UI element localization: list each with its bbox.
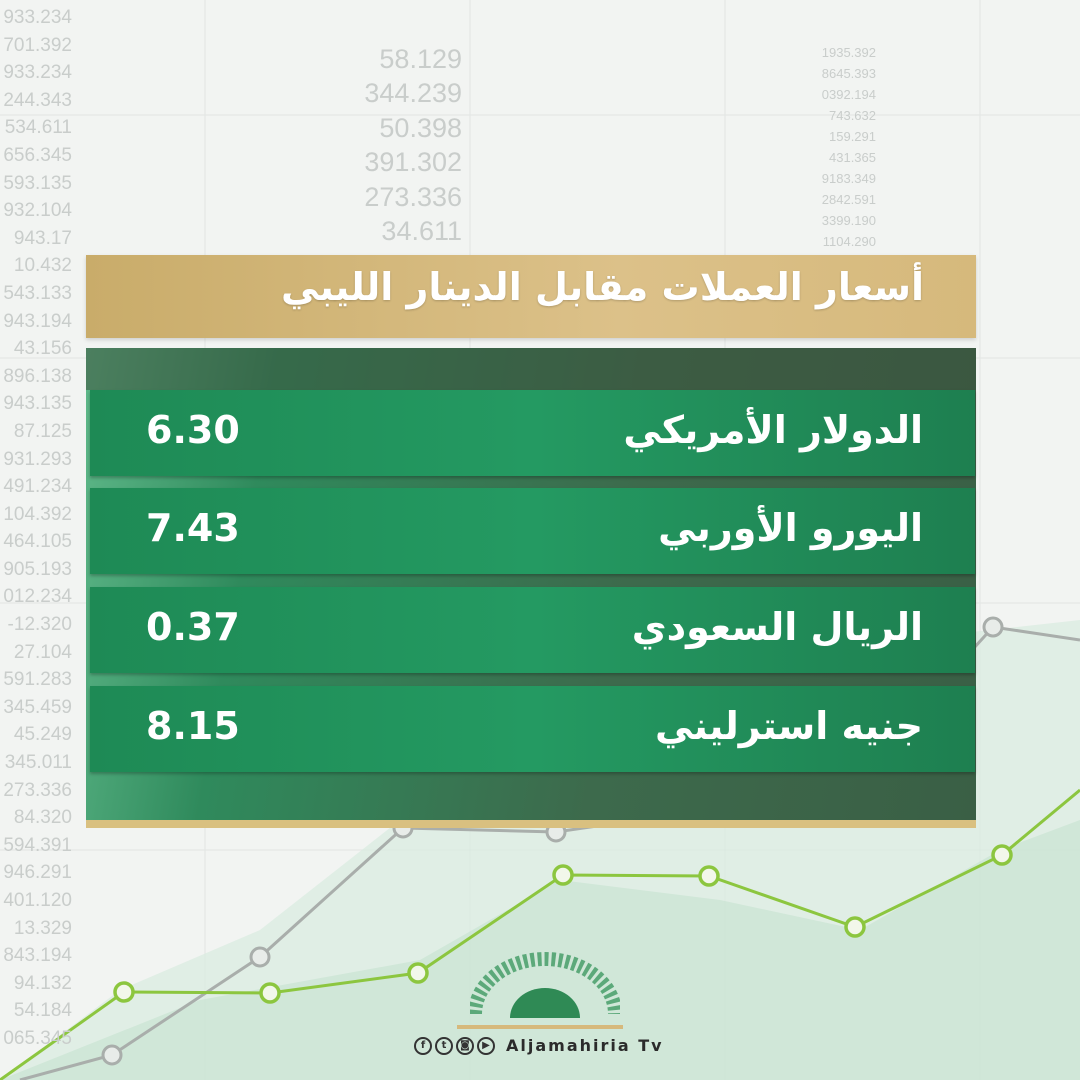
background-number: 8645.393: [821, 66, 876, 81]
currency-value: 8.15: [146, 704, 240, 748]
background-number: 534.611: [4, 117, 72, 139]
background-number: 344.239: [364, 78, 462, 109]
background-numbers-middle: 58.129 344.239 50.398 391.302 273.336 34.611: [330, 42, 462, 248]
background-number: 401.120: [3, 890, 72, 911]
background-number: 87.125: [13, 420, 72, 442]
background-number: 58.129: [379, 44, 462, 74]
rate-row-usd: الدولار الأمريكي 6.30: [90, 390, 975, 476]
background-number: 27.104: [13, 641, 72, 663]
page-title: أسعار العملات مقابل الدينار الليبي: [281, 265, 924, 309]
chart-point: [249, 946, 271, 968]
youtube-icon[interactable]: ▶: [477, 1036, 495, 1055]
chart-point: [698, 865, 720, 887]
background-number: 591.283: [3, 669, 72, 691]
panel-top-strip: [86, 348, 976, 390]
chart-point: [113, 981, 135, 1003]
twitter-icon[interactable]: t: [435, 1036, 453, 1055]
footer-divider: [457, 1025, 623, 1029]
facebook-icon[interactable]: f: [414, 1036, 432, 1055]
background-number: 104.392: [3, 503, 72, 525]
background-number: 34.611: [381, 216, 462, 247]
background-number: 50.398: [379, 112, 462, 143]
background-number: 905.193: [3, 558, 72, 580]
background-number: 0392.194: [821, 87, 876, 102]
currency-name: جنيه استرليني: [655, 704, 923, 748]
channel-logo: [470, 952, 620, 1018]
rate-row-sar: الريال السعودي 0.37: [90, 587, 975, 673]
background-number: 431.365: [829, 150, 876, 165]
background-number: 932.104: [3, 200, 72, 222]
background-number: 2842.591: [821, 192, 876, 207]
background-number: 464.105: [3, 531, 72, 553]
background-numbers-left: 933.234 701.392 933.234 244.343 534.611 656.3…: [0, 4, 72, 1053]
background-number: -12.320: [7, 614, 72, 636]
background-number: 012.234: [3, 586, 72, 608]
background-number: 244.343: [3, 89, 72, 111]
background-number: 9183.349: [821, 171, 876, 186]
chart-point: [407, 962, 429, 984]
background-number: 065.345: [3, 1027, 72, 1049]
background-number: 391.302: [364, 147, 462, 178]
background-numbers-right: 1935.392 8645.393 0392.194 743.632 159.291 43…: [760, 42, 876, 252]
background-number: 273.336: [364, 181, 462, 212]
chart-point: [991, 844, 1013, 866]
chart-point: [982, 616, 1004, 638]
background-number: 3399.190: [821, 213, 876, 228]
background-number: 931.293: [3, 448, 72, 470]
background-number: 933.234: [3, 7, 72, 28]
background-number: 43.156: [13, 338, 72, 360]
background-number: 946.291: [3, 862, 72, 884]
background-number: 933.234: [3, 62, 72, 84]
brand-name: Aljamahiria Tv: [506, 1036, 664, 1055]
background-number: 13.329: [13, 917, 72, 939]
background-number: 543.133: [3, 282, 72, 304]
background-number: 701.392: [3, 34, 72, 56]
background-number: 94.132: [13, 972, 72, 994]
rate-row-eur: اليورو الأوربي 7.43: [90, 488, 975, 574]
background-number: 45.249: [13, 724, 72, 746]
chart-point: [552, 864, 574, 886]
background-number: 843.194: [3, 945, 72, 967]
background-number: 896.138: [3, 365, 72, 387]
background-number: 656.345: [3, 144, 72, 166]
background-number: 943.135: [3, 393, 72, 415]
background-number: 943.194: [3, 310, 72, 332]
chart-point: [844, 916, 866, 938]
background-number: 84.320: [13, 807, 72, 829]
chart-point: [259, 982, 281, 1004]
background-number: 1104.290: [822, 234, 876, 249]
background-number: 593.135: [3, 172, 72, 194]
background-number: 1935.392: [821, 45, 876, 60]
background-number: 54.184: [13, 1000, 72, 1022]
instagram-icon[interactable]: ◙: [456, 1036, 474, 1055]
currency-value: 0.37: [146, 605, 240, 649]
currency-name: الدولار الأمريكي: [623, 408, 923, 452]
background-number: 10.432: [13, 255, 72, 277]
rates-panel: الدولار الأمريكي 6.30 اليورو الأوربي 7.4…: [86, 348, 976, 828]
background-number: 345.011: [4, 752, 72, 774]
background-number: 345.459: [3, 696, 72, 718]
currency-name: اليورو الأوربي: [658, 506, 923, 550]
currency-name: الريال السعودي: [631, 605, 923, 649]
background-number: 273.336: [3, 779, 72, 801]
chart-point: [101, 1044, 123, 1066]
title-banner: أسعار العملات مقابل الدينار الليبي: [86, 255, 976, 338]
background-number: 491.234: [3, 476, 72, 498]
currency-value: 6.30: [146, 408, 240, 452]
background-number: 159.291: [829, 129, 876, 144]
currency-value: 7.43: [146, 506, 240, 550]
rate-row-gbp: جنيه استرليني 8.15: [90, 686, 975, 772]
background-number: 594.391: [3, 834, 72, 856]
background-number: 943.17: [13, 227, 72, 249]
footer-social: f t ◙ ▶ Aljamahiria Tv: [414, 1036, 664, 1055]
background-number: 743.632: [829, 108, 876, 123]
